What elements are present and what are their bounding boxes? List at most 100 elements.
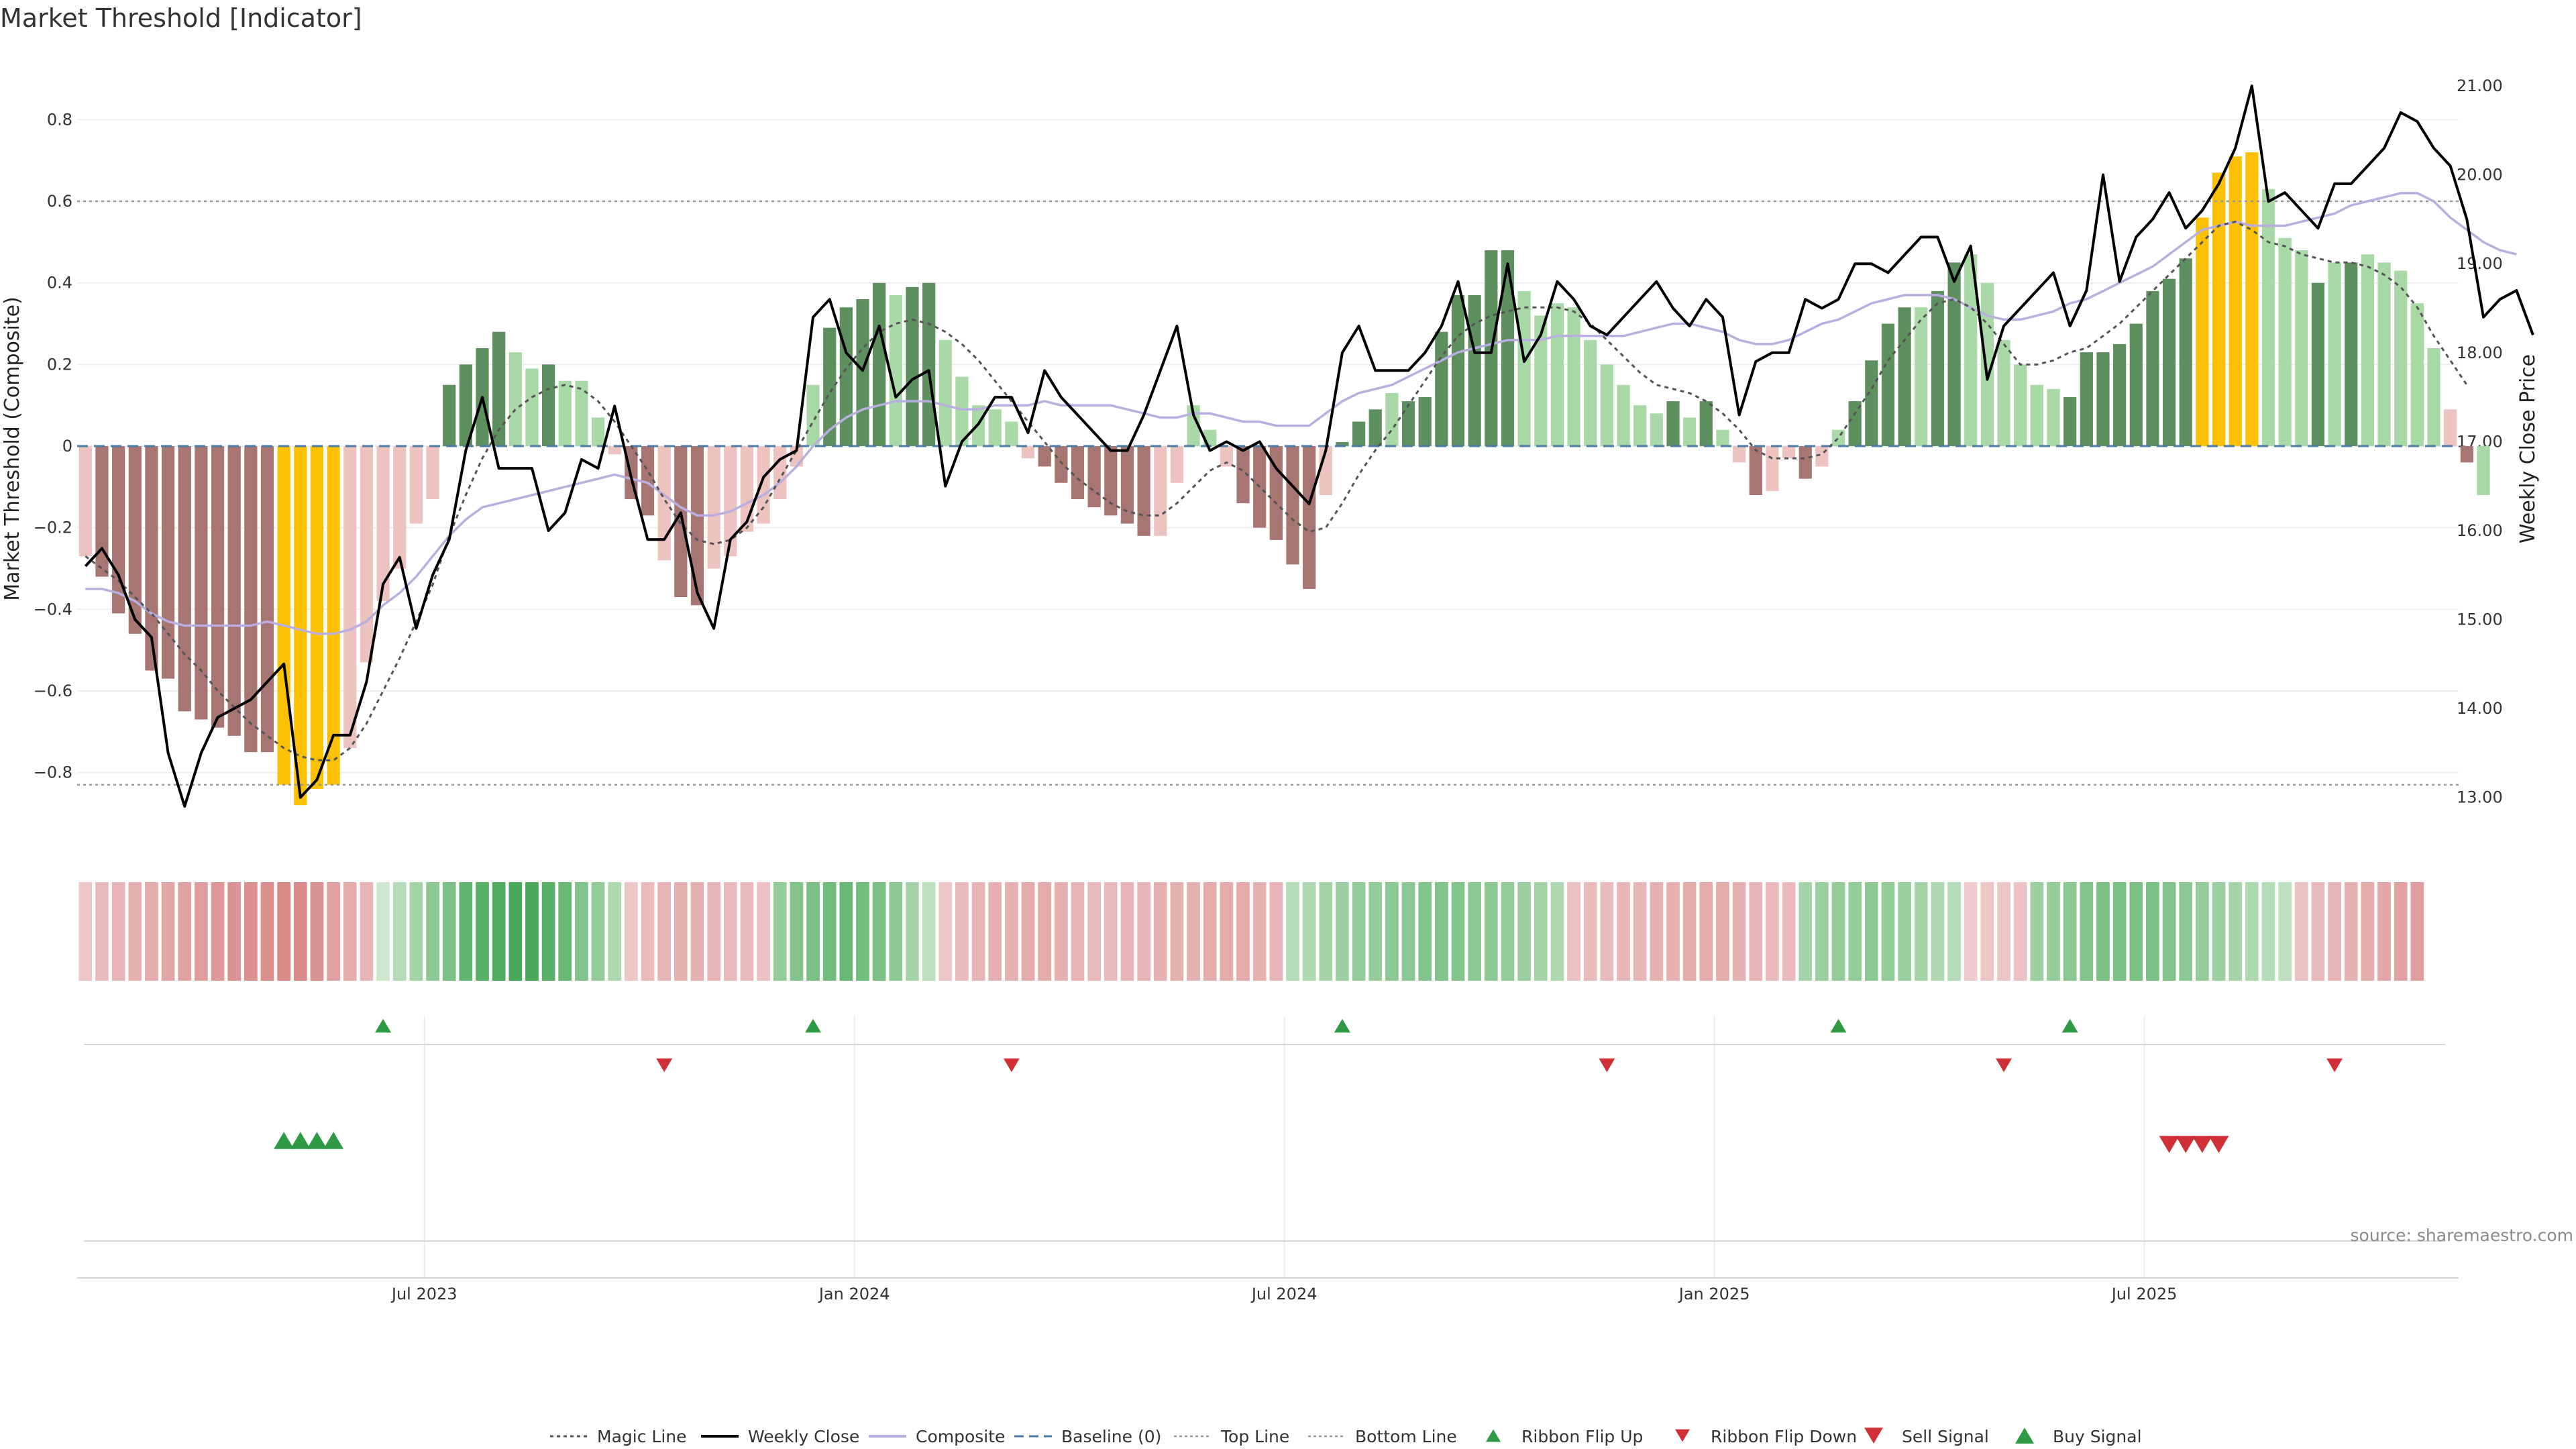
composite-bar bbox=[508, 352, 522, 446]
ribbon-cell bbox=[1567, 882, 1580, 981]
ribbon-cell bbox=[211, 882, 225, 981]
y2-tick-label: 20.00 bbox=[2457, 166, 2503, 184]
ribbon-cell bbox=[1203, 882, 1217, 981]
ribbon-cell bbox=[2196, 882, 2209, 981]
composite-bar bbox=[1915, 307, 1928, 446]
ribbon-cell bbox=[409, 882, 423, 981]
ribbon-flip-markers bbox=[84, 1018, 2445, 1073]
ribbon-cell bbox=[1799, 882, 1813, 981]
y-axis-ticks: −0.8 −0.6 −0.4 −0.2 0 0.2 0.4 0.6 0.8 bbox=[34, 110, 72, 782]
sell-signal-marker bbox=[2176, 1136, 2196, 1153]
legend-swatch bbox=[1864, 1428, 1883, 1444]
composite-bar bbox=[2477, 446, 2490, 495]
composite-bar bbox=[2146, 290, 2159, 446]
composite-bar bbox=[558, 380, 572, 446]
ribbon-cell bbox=[1104, 882, 1118, 981]
composite-bar bbox=[591, 417, 605, 446]
composite-bar bbox=[2328, 262, 2341, 446]
y-tick-label: 0 bbox=[62, 437, 72, 455]
ribbon-cell bbox=[161, 882, 175, 981]
composite-bar bbox=[1038, 446, 1051, 467]
ribbon-cell bbox=[78, 882, 93, 981]
ribbon-cell bbox=[1120, 882, 1134, 981]
y-tick-label: 0.6 bbox=[47, 192, 72, 211]
ribbon-cell bbox=[2162, 882, 2176, 981]
ribbon-cell bbox=[1831, 882, 1845, 981]
composite-bar bbox=[1286, 446, 1299, 565]
ribbon-cell bbox=[1583, 882, 1597, 981]
ribbon-cell bbox=[657, 882, 672, 981]
ribbon-cell bbox=[2047, 882, 2060, 981]
composite-bar bbox=[78, 446, 92, 557]
overlay-lines bbox=[77, 85, 2534, 808]
composite-bar bbox=[2014, 364, 2027, 446]
ribbon-cell bbox=[575, 882, 588, 981]
composite-bar bbox=[2229, 156, 2242, 446]
legend: Magic Line Weekly Close Composite Baseline … bbox=[550, 1427, 2142, 1446]
composite-bar bbox=[889, 294, 902, 446]
ribbon-cell bbox=[508, 882, 523, 981]
ribbon-cell bbox=[195, 882, 208, 981]
composite-bar bbox=[1435, 331, 1448, 446]
composite-bar bbox=[443, 384, 456, 446]
weekly-close-line bbox=[84, 85, 2534, 808]
ribbon-cell bbox=[1385, 882, 1399, 981]
composite-bar bbox=[1170, 446, 1184, 483]
ribbon-cell bbox=[525, 882, 539, 981]
ribbon-cell bbox=[277, 882, 291, 981]
legend-label: Baseline (0) bbox=[1061, 1427, 1161, 1446]
buy-signal-marker bbox=[290, 1132, 311, 1149]
composite-bar bbox=[2129, 323, 2143, 446]
ribbon-cell bbox=[1600, 882, 1614, 981]
ribbon-cell bbox=[1368, 882, 1383, 981]
ribbon-flip-down-marker bbox=[1996, 1058, 2012, 1073]
ribbon-cell bbox=[1633, 882, 1647, 981]
y-tick-label: 0.2 bbox=[47, 355, 72, 374]
composite-bar bbox=[1964, 254, 1978, 446]
ribbon-cell bbox=[1766, 882, 1779, 981]
composite-bar bbox=[1782, 446, 1796, 459]
ribbon-cell bbox=[1252, 882, 1267, 981]
composite-bar bbox=[1368, 409, 1382, 446]
ribbon-cell bbox=[1401, 882, 1415, 981]
ribbon-strip bbox=[78, 882, 2424, 981]
composite-bar bbox=[376, 446, 390, 602]
composite-bar bbox=[2295, 250, 2308, 446]
ribbon-cell bbox=[971, 882, 985, 981]
source-note: source: sharemaestro.com bbox=[2351, 1226, 2574, 1245]
composite-bar bbox=[1303, 446, 1316, 589]
composite-bar bbox=[1401, 401, 1415, 446]
ribbon-cell bbox=[244, 882, 258, 981]
composite-bar bbox=[608, 446, 621, 455]
ribbon-cell bbox=[1451, 882, 1465, 981]
composite-bar bbox=[1154, 446, 1167, 536]
ribbon-cell bbox=[1319, 882, 1333, 981]
y2-tick-label: 14.00 bbox=[2457, 699, 2503, 718]
composite-bar bbox=[1269, 446, 1283, 540]
x-tick-label: Jan 2025 bbox=[1678, 1285, 1750, 1303]
ribbon-cell bbox=[1005, 882, 1018, 981]
composite-bar bbox=[1236, 446, 1250, 504]
composite-bar bbox=[1997, 339, 2010, 446]
sell-signal-marker bbox=[2208, 1136, 2229, 1153]
ribbon-cell bbox=[822, 882, 837, 981]
ribbon-cell bbox=[1550, 882, 1564, 981]
y-tick-label: 0.8 bbox=[47, 110, 72, 129]
composite-bar bbox=[906, 286, 919, 446]
composite-bar bbox=[294, 446, 307, 806]
composite-bar bbox=[211, 446, 225, 728]
ribbon-cell bbox=[1964, 882, 1978, 981]
ribbon-flip-up-marker bbox=[1334, 1018, 1350, 1033]
composite-bar bbox=[1005, 421, 1018, 446]
composite-bar bbox=[1865, 360, 1878, 446]
ribbon-cell bbox=[1352, 882, 1366, 981]
y2-tick-label: 15.00 bbox=[2457, 610, 2503, 629]
ribbon-cell bbox=[2179, 882, 2193, 981]
composite-bar bbox=[2080, 352, 2093, 446]
ribbon-cell bbox=[2328, 882, 2341, 981]
composite-bar bbox=[310, 446, 324, 789]
composite-bar bbox=[1898, 307, 1911, 446]
ribbon-cell bbox=[2278, 882, 2292, 981]
ribbon-cell bbox=[1286, 882, 1299, 981]
ribbon-cell bbox=[625, 882, 638, 981]
